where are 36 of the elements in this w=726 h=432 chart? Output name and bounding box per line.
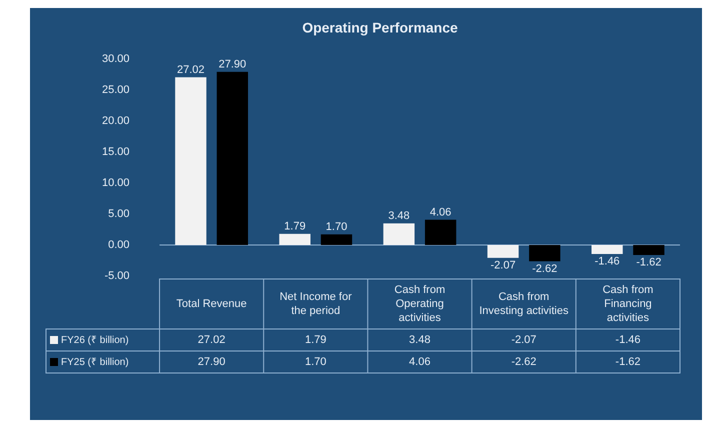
y-tick-label: 15.00	[102, 146, 130, 158]
y-tick-label: 5.00	[108, 208, 130, 220]
data-label: 1.70	[304, 356, 326, 368]
x-tick-label: Cash from Investing activities	[479, 291, 569, 318]
text: -2.62	[532, 262, 558, 275]
data-label: -2.62	[511, 356, 536, 368]
y-tick-label: 10.00	[102, 176, 130, 189]
data-label: 1.79	[304, 334, 326, 346]
text: 1.70	[326, 220, 348, 233]
legend-label: FY26 (₹ billion)	[61, 334, 129, 346]
chart-title: Operating Performance	[302, 19, 458, 36]
text: 27.02	[176, 64, 205, 76]
text: 1.79	[284, 220, 306, 232]
text: -1.62	[636, 256, 662, 269]
data-label: 27.02	[198, 334, 226, 346]
data-label: 4.06	[409, 356, 430, 368]
y-tick-label: 20.00	[102, 114, 130, 127]
text: 27.90	[218, 58, 246, 70]
x-tick-label: Cash from Operating activities	[394, 284, 446, 324]
text: 4.06	[430, 206, 452, 218]
data-label: 3.48	[409, 334, 430, 346]
x-tick-label: Total Revenue	[176, 298, 247, 310]
y-tick-label: 30.00	[102, 52, 130, 65]
y-tick-label: 25.00	[102, 84, 130, 96]
x-tick-label: Net Income for the period	[280, 291, 352, 318]
text: -2.07	[490, 259, 516, 272]
y-tick-label: -5.00	[104, 270, 130, 282]
data-label: 27.90	[198, 356, 226, 368]
data-label: -1.46	[615, 334, 640, 346]
legend-label: FY25 (₹ billion)	[61, 356, 129, 368]
text: 3.48	[388, 210, 410, 222]
text: -1.46	[594, 256, 620, 268]
x-tick-label: Cash from Financing activities	[602, 284, 654, 324]
y-tick-label: 0.00	[108, 239, 130, 252]
data-label: -2.07	[511, 334, 536, 346]
data-label: -1.62	[615, 356, 640, 368]
